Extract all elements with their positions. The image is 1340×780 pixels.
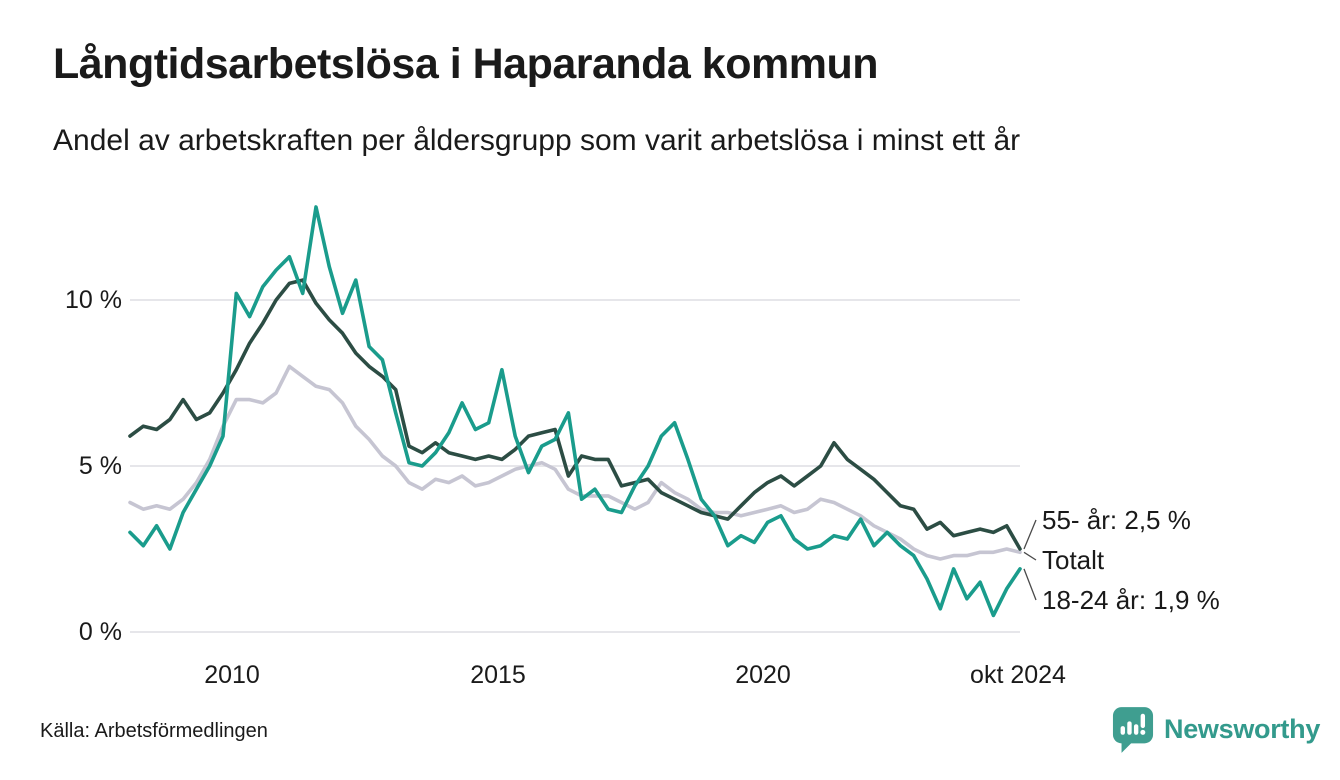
y-axis-tick-10: 10 %	[65, 286, 122, 314]
leader-line	[1023, 551, 1037, 561]
leader-line	[1023, 568, 1037, 601]
series-label-55-ar: 55- år: 2,5 %	[1042, 505, 1191, 535]
newsworthy-icon	[1112, 707, 1154, 753]
series-line-Totalt	[128, 364, 1022, 561]
source-note: Källa: Arbetsförmedlingen	[40, 720, 268, 742]
x-axis-tick-2010: 2010	[204, 661, 260, 689]
series-line-55--ar	[128, 278, 1022, 551]
newsworthy-wordmark: Newsworthy	[1164, 714, 1321, 744]
page-title: Långtidsarbetslösa i Haparanda kommun	[53, 40, 878, 88]
y-axis-tick-5: 5 %	[78, 452, 122, 480]
x-axis-tick-okt-2024: okt 2024	[970, 661, 1066, 689]
series-label-totalt: Totalt	[1042, 545, 1105, 575]
chart-subtitle: Andel av arbetskraften per åldersgrupp s…	[53, 124, 1021, 157]
leader-line	[1023, 519, 1037, 550]
newsworthy-logo[interactable]: Newsworthy	[1112, 706, 1320, 753]
y-axis-tick-0: 0 %	[78, 618, 122, 646]
series-line-18-24-ar	[128, 205, 1022, 618]
x-axis-tick-2020: 2020	[735, 661, 791, 689]
x-axis-tick-2015: 2015	[470, 661, 526, 689]
series-label-18-24-ar: 18-24 år: 1,9 %	[1042, 585, 1220, 615]
